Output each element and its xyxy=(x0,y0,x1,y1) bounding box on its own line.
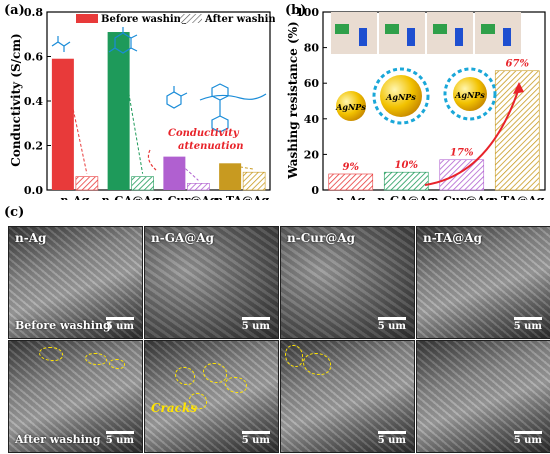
drop-arrow xyxy=(174,158,199,181)
scale-bar: 5 um xyxy=(106,317,134,332)
bar-n-ag xyxy=(328,173,374,191)
scale-bar: 5 um xyxy=(106,431,134,446)
x-tick-label: n-Cur@Ag xyxy=(155,194,218,200)
x-tick-label: n-TA@Ag xyxy=(215,194,269,200)
x-tick-label: n-TA@Ag xyxy=(490,194,544,200)
sem-image-n-ag-after: After washing 5 um xyxy=(8,340,143,453)
y-tick-label: 20 xyxy=(304,148,320,161)
sem-row-label: Before washing xyxy=(15,319,111,332)
molecule-icons xyxy=(51,27,267,133)
x-tick-label: n-Ag xyxy=(336,194,365,200)
crack-outline xyxy=(285,345,303,367)
agnp-spheres: AgNPs AgNPs AgNPs xyxy=(335,67,497,125)
scale-bar: 5 um xyxy=(242,431,270,446)
bar-before-n-cur-ag xyxy=(163,156,186,190)
sem-image-n-ta-ag-after: 5 um xyxy=(416,340,550,453)
drop-arrow xyxy=(118,33,144,174)
crack-outline xyxy=(39,347,63,361)
drop-arrow xyxy=(230,164,255,170)
agnp-label-3: AgNPs xyxy=(454,90,485,100)
bar-after-n-ag xyxy=(75,176,99,191)
drop-arrow xyxy=(62,60,88,174)
value-label: 67% xyxy=(506,59,530,70)
sem-column-label: n-Cur@Ag xyxy=(287,231,356,245)
bar-before-n-ag xyxy=(51,58,74,190)
crack-outline xyxy=(109,359,125,369)
washing-resistance-chart: (b) Washing resistance (%) 020406080100 … xyxy=(285,3,546,200)
y-tick-label: 0.2 xyxy=(24,140,43,153)
panel-a-label: (a) xyxy=(4,3,25,18)
value-label: 17% xyxy=(450,148,474,159)
sem-image-n-ag-before: n-Ag Before washing 5 um xyxy=(8,226,143,339)
circuit-photos xyxy=(331,12,521,54)
cracks-label: Cracks xyxy=(151,401,198,415)
legend-swatch-before xyxy=(76,14,98,23)
sem-image-n-ga-ag-after: 5 um Cracks xyxy=(144,340,279,453)
bar-before-n-ta-ag xyxy=(219,163,242,190)
bar-after-n-ga-ag xyxy=(131,176,154,191)
sem-row-label: After washing xyxy=(15,433,101,446)
legend-label-before: Before washing xyxy=(101,14,188,25)
agnp-shell-3 xyxy=(443,67,497,121)
crack-outline xyxy=(203,363,227,383)
x-tick-label: n-Cur@Ag xyxy=(431,194,494,200)
bar-after-n-ta-ag xyxy=(242,171,266,191)
y-tick-label: 0.6 xyxy=(24,51,43,64)
sem-column-label: n-GA@Ag xyxy=(151,231,214,245)
bar-after-n-cur-ag xyxy=(187,183,210,191)
crack-outline xyxy=(225,377,247,393)
agnp-shell-2 xyxy=(372,67,430,125)
x-tick-label: n-GA@Ag xyxy=(377,194,435,200)
crack-outline xyxy=(175,367,195,385)
y-tick-label: 0.8 xyxy=(24,6,43,19)
agnp-sphere-1 xyxy=(336,91,366,121)
agnp-label-2: AgNPs xyxy=(385,92,416,102)
panel-b-ylabel: Washing resistance (%) xyxy=(286,21,300,180)
agnp-sphere-3 xyxy=(453,77,487,111)
scale-bar: 5 um xyxy=(378,317,406,332)
sem-column-label: n-Ag xyxy=(15,231,47,245)
panel-a-ylabel: Conductivity (S/cm) xyxy=(9,33,23,166)
bar-before-n-ga-ag xyxy=(107,32,130,191)
bar-n-ga-ag xyxy=(383,171,429,191)
sem-image-n-ta-ag-before: n-TA@Ag 5 um xyxy=(416,226,550,339)
value-label: 9% xyxy=(343,162,360,173)
x-tick-label: n-Ag xyxy=(60,194,89,200)
attenuation-arrow xyxy=(147,149,157,171)
bar-n-cur-ag xyxy=(439,159,485,191)
y-tick-label: 0.0 xyxy=(24,184,43,197)
legend-label-after: After washing xyxy=(204,14,275,25)
scale-bar: 5 um xyxy=(378,431,406,446)
attenuation-annotation: Conductivity attenuation xyxy=(168,128,243,152)
sem-column-label: n-TA@Ag xyxy=(423,231,483,245)
scale-bar: 5 um xyxy=(514,317,542,332)
legend-swatch-after xyxy=(180,14,202,23)
crack-outline xyxy=(303,353,331,375)
legend: Before washing After washing xyxy=(76,14,275,25)
sem-image-n-ga-ag-before: n-GA@Ag 5 um xyxy=(144,226,279,339)
conductivity-chart: (a) Conductivity (S/cm) 0.00.20.40.60.8 … xyxy=(4,3,275,200)
agnp-label-1: AgNPs xyxy=(335,102,366,112)
agnp-sphere-2 xyxy=(380,75,422,117)
panel-c-label: (c) xyxy=(4,205,25,220)
value-label: 10% xyxy=(395,160,419,171)
y-tick-label: 40 xyxy=(304,113,320,126)
x-tick-label: n-GA@Ag xyxy=(102,194,160,200)
y-tick-label: 0.4 xyxy=(24,95,43,108)
trend-arrowhead xyxy=(513,82,524,94)
panel-b-label: (b) xyxy=(285,3,306,18)
scale-bar: 5 um xyxy=(514,431,542,446)
sem-image-n-cur-ag-before: n-Cur@Ag 5 um xyxy=(280,226,415,339)
crack-outline xyxy=(85,353,107,365)
y-tick-label: 0 xyxy=(311,184,319,197)
y-tick-label: 100 xyxy=(296,6,319,19)
y-tick-label: 60 xyxy=(304,77,320,90)
crack-outline xyxy=(189,393,207,409)
sem-image-n-cur-ag-after: 5 um xyxy=(280,340,415,453)
scale-bar: 5 um xyxy=(242,317,270,332)
y-tick-label: 80 xyxy=(304,42,320,55)
trend-arrow xyxy=(424,87,520,186)
